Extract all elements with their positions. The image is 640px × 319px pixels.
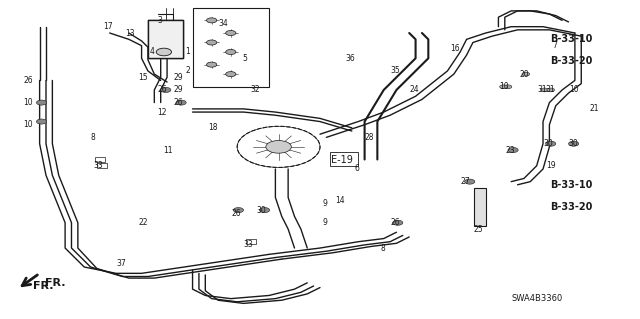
Text: 9: 9 [323,199,328,208]
Text: 29: 29 [173,85,183,94]
Circle shape [545,141,556,146]
Text: SWA4B3360: SWA4B3360 [511,294,563,303]
Text: 11: 11 [164,145,173,154]
Circle shape [176,100,186,105]
Text: 22: 22 [138,218,148,227]
Circle shape [161,87,171,93]
Text: 35: 35 [390,66,400,76]
Circle shape [234,208,244,213]
Circle shape [504,85,512,89]
Text: 23: 23 [505,145,515,154]
Text: B-33-20: B-33-20 [550,56,593,66]
Text: 8: 8 [380,243,385,253]
Circle shape [568,141,579,146]
Text: E-19: E-19 [332,154,353,165]
Text: 10: 10 [569,85,579,94]
Circle shape [465,179,475,184]
Text: 33: 33 [244,241,253,249]
Text: 6: 6 [355,165,360,174]
Bar [474,188,486,226]
Circle shape [266,141,291,153]
Text: 24: 24 [410,85,419,94]
Text: 17: 17 [104,22,113,31]
Text: 15: 15 [138,73,148,82]
Bar [330,152,358,166]
Text: FR.: FR. [45,278,65,288]
Text: B-33-10: B-33-10 [550,34,593,44]
Text: 4: 4 [150,48,155,56]
Circle shape [156,48,172,56]
Text: 10: 10 [23,98,33,107]
Circle shape [547,88,554,92]
Text: 10: 10 [23,120,33,129]
Text: B-33-20: B-33-20 [550,202,593,212]
Bar [193,8,269,87]
Text: B-33-10: B-33-10 [550,180,593,190]
Circle shape [500,85,508,89]
Text: 21: 21 [589,104,599,113]
Text: 30: 30 [543,139,553,148]
Circle shape [226,49,236,55]
Circle shape [508,147,518,152]
Text: 27: 27 [460,177,470,186]
Text: 8: 8 [90,133,95,142]
Circle shape [207,62,217,67]
Text: 10: 10 [499,82,508,91]
Circle shape [540,88,548,92]
Text: 9: 9 [323,218,328,227]
Text: 7: 7 [552,41,557,50]
Text: 33: 33 [93,161,103,170]
Bar [97,163,107,168]
Bar [148,20,183,58]
Text: 26: 26 [157,85,167,94]
Text: 37: 37 [116,259,126,268]
Text: 32: 32 [250,85,260,94]
Circle shape [522,72,530,76]
Text: 20: 20 [519,70,529,78]
Text: 30: 30 [257,206,266,215]
Text: 3: 3 [157,16,162,25]
Text: 26: 26 [390,218,400,227]
Circle shape [207,18,217,23]
Text: 25: 25 [473,225,483,234]
Text: 26: 26 [231,209,241,218]
Text: 16: 16 [451,44,460,53]
Circle shape [393,220,403,225]
Text: 1: 1 [185,48,190,56]
Text: 30: 30 [569,139,579,148]
Bar [95,157,105,162]
Text: 29: 29 [173,73,183,82]
Circle shape [226,71,236,77]
Text: 14: 14 [335,196,345,205]
Circle shape [259,208,269,213]
Text: 13: 13 [125,28,135,38]
Circle shape [207,40,217,45]
Text: 31: 31 [537,85,547,94]
Text: 36: 36 [346,54,355,63]
Text: 5: 5 [243,54,247,63]
Circle shape [226,31,236,35]
Circle shape [36,100,47,105]
Text: 2: 2 [185,66,190,76]
Text: 31: 31 [546,85,556,94]
Circle shape [36,119,47,124]
Text: 26: 26 [23,76,33,85]
Text: 26: 26 [173,98,183,107]
Text: FR.: FR. [33,281,53,291]
Text: 12: 12 [157,108,166,116]
Text: 19: 19 [546,161,556,170]
Text: 18: 18 [208,123,218,132]
Text: 28: 28 [365,133,374,142]
Bar [246,239,256,244]
Text: 34: 34 [218,19,228,28]
